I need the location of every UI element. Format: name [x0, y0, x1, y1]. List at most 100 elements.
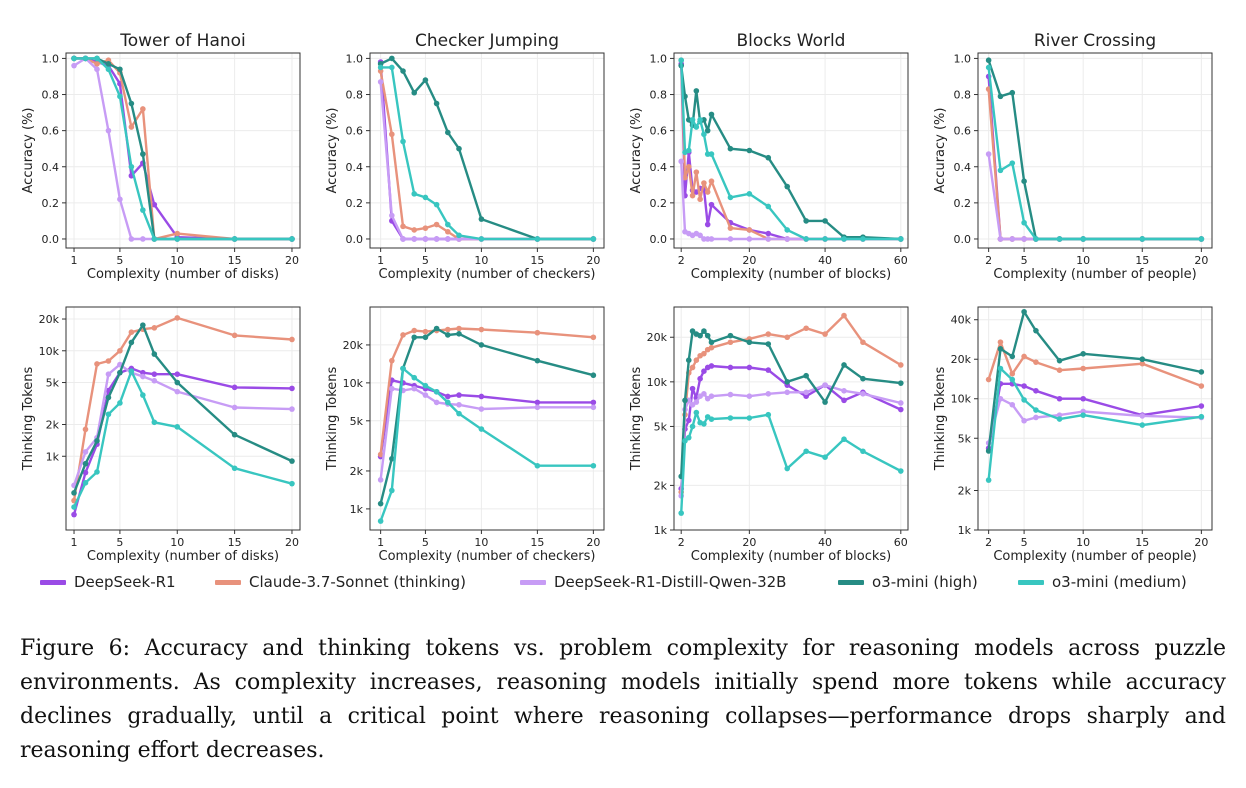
x-tick-label: 10: [170, 254, 184, 267]
data-point: [1009, 401, 1016, 408]
data-point: [1056, 236, 1063, 242]
y-tick-label: 40k: [951, 314, 972, 327]
y-tick-label: 1.0: [346, 52, 364, 65]
data-point: [765, 203, 772, 210]
data-point: [746, 147, 753, 154]
data-point: [841, 312, 847, 319]
series-line: [74, 57, 292, 241]
data-point: [678, 57, 684, 64]
series-deepseek-r1-distill-qwen-32b: [678, 382, 904, 499]
y-tick-label: 0.2: [346, 197, 364, 210]
data-point: [174, 388, 181, 395]
data-point: [151, 201, 158, 208]
data-point: [128, 100, 135, 107]
x-tick-label: 5: [1021, 254, 1028, 267]
data-point: [803, 389, 809, 396]
series-deepseek-r1: [71, 55, 295, 242]
legend-swatch-o3-mini-medium: [1018, 579, 1044, 585]
data-point: [128, 368, 135, 375]
series-o3-mini-high: [985, 57, 1205, 242]
data-point: [685, 417, 692, 424]
data-point: [708, 111, 715, 118]
data-point: [128, 236, 135, 242]
x-tick-label: 10: [474, 536, 488, 549]
data-point: [117, 347, 123, 354]
data-point: [822, 382, 828, 388]
data-point: [860, 391, 866, 397]
y-tick-label: 0.2: [954, 197, 972, 210]
data-point: [456, 401, 462, 408]
data-point: [689, 117, 696, 123]
data-point: [803, 325, 809, 332]
data-point: [445, 332, 451, 338]
y-tick-label: 0.8: [346, 89, 364, 102]
data-point: [456, 232, 462, 239]
data-point: [71, 490, 77, 496]
series-line: [680, 329, 901, 477]
data-point: [685, 357, 692, 363]
data-point: [140, 106, 146, 112]
data-point: [1139, 413, 1146, 419]
data-point: [1021, 353, 1027, 360]
data-point: [534, 236, 541, 242]
series-line: [680, 161, 901, 241]
data-point: [1198, 413, 1205, 420]
data-point: [422, 236, 429, 242]
data-point: [997, 339, 1004, 345]
data-point: [174, 230, 181, 237]
x-tick-label: 1: [377, 254, 384, 267]
data-point: [1080, 350, 1086, 357]
legend-item-distill: DeepSeek-R1-Distill-Qwen-32B: [520, 568, 786, 596]
data-point: [898, 380, 904, 386]
data-point: [1021, 236, 1027, 242]
x-axis-label: Complexity (number of checkers): [379, 549, 596, 564]
data-point: [1139, 360, 1146, 367]
data-point: [708, 344, 715, 351]
x-tick-label: 15: [1135, 536, 1149, 549]
y-tick-label: 1.0: [650, 52, 668, 65]
data-point: [534, 462, 541, 469]
y-tick-label: 5k: [958, 432, 972, 445]
data-point: [1198, 403, 1205, 409]
data-point: [445, 399, 451, 406]
x-tick-label: 20: [586, 254, 600, 267]
data-point: [82, 460, 89, 467]
series-line: [379, 379, 594, 457]
y-axis-label: Thinking Tokens: [933, 366, 948, 471]
data-point: [1033, 414, 1039, 421]
data-point: [784, 334, 791, 341]
data-point: [822, 331, 828, 337]
series-claude-3-7-sonnet-thinking: [985, 339, 1205, 389]
y-tick-label: 1.0: [42, 52, 60, 65]
data-point: [841, 362, 847, 368]
data-point: [422, 334, 429, 341]
x-tick-label: 10: [474, 254, 488, 267]
data-point: [422, 194, 429, 201]
data-point: [289, 406, 295, 412]
data-point: [727, 415, 734, 421]
y-tick-label: 1k: [654, 524, 668, 537]
data-point: [534, 404, 541, 411]
series-line: [987, 89, 1202, 241]
data-point: [682, 438, 688, 444]
data-point: [377, 64, 384, 71]
data-point: [117, 66, 123, 73]
data-point: [727, 391, 734, 398]
legend-label: o3-mini (high): [872, 573, 978, 591]
data-point: [701, 368, 707, 374]
data-point: [746, 227, 753, 233]
data-point: [784, 379, 791, 385]
data-point: [534, 399, 541, 406]
data-point: [727, 339, 734, 346]
series-deepseek-r1-distill-qwen-32b: [985, 395, 1205, 446]
data-point: [784, 389, 791, 396]
x-tick-label: 2: [678, 536, 685, 549]
data-point: [708, 363, 715, 369]
data-point: [898, 406, 904, 413]
data-point: [898, 236, 904, 242]
chart-title: Blocks World: [737, 31, 846, 51]
data-point: [140, 236, 146, 242]
plot-frame: [673, 306, 909, 531]
y-tick-label: 2k: [350, 465, 364, 478]
